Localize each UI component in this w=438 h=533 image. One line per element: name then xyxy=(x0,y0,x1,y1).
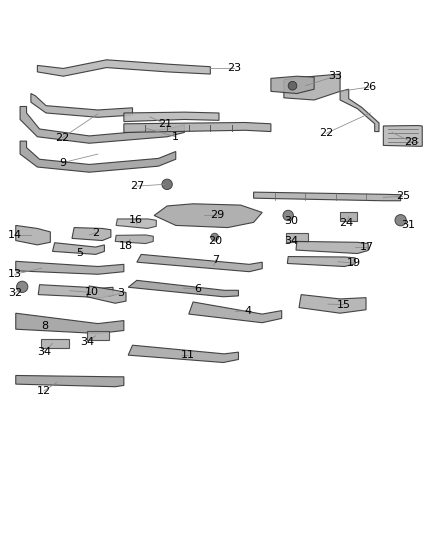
Polygon shape xyxy=(254,192,401,201)
Text: 25: 25 xyxy=(396,191,410,201)
Text: 13: 13 xyxy=(8,269,22,279)
Text: 12: 12 xyxy=(37,386,51,396)
Circle shape xyxy=(283,211,293,221)
Text: 27: 27 xyxy=(130,181,144,191)
Text: 34: 34 xyxy=(285,236,299,246)
Polygon shape xyxy=(20,141,176,172)
Polygon shape xyxy=(383,126,422,146)
Circle shape xyxy=(17,281,28,293)
Circle shape xyxy=(395,215,406,226)
Text: 4: 4 xyxy=(245,305,252,316)
Text: 31: 31 xyxy=(401,220,415,230)
Polygon shape xyxy=(124,123,271,132)
Text: 33: 33 xyxy=(328,71,342,81)
Polygon shape xyxy=(340,89,379,132)
Polygon shape xyxy=(284,74,340,100)
Text: 21: 21 xyxy=(158,119,172,129)
Text: 30: 30 xyxy=(285,216,299,225)
Polygon shape xyxy=(31,93,133,117)
Polygon shape xyxy=(87,286,126,303)
Bar xyxy=(87,331,109,341)
Polygon shape xyxy=(154,204,262,228)
Polygon shape xyxy=(128,280,238,297)
Polygon shape xyxy=(16,375,124,387)
Polygon shape xyxy=(124,112,219,122)
Polygon shape xyxy=(37,60,210,76)
Text: 1: 1 xyxy=(172,132,179,142)
Polygon shape xyxy=(116,219,156,229)
Polygon shape xyxy=(299,295,366,313)
Polygon shape xyxy=(115,235,153,244)
Text: 26: 26 xyxy=(362,82,377,92)
Text: 23: 23 xyxy=(227,63,241,74)
Text: 22: 22 xyxy=(319,128,333,138)
Polygon shape xyxy=(271,76,314,93)
Text: 8: 8 xyxy=(41,321,48,331)
Circle shape xyxy=(288,82,297,90)
Polygon shape xyxy=(16,225,50,245)
Text: 10: 10 xyxy=(85,287,99,297)
Polygon shape xyxy=(137,254,262,272)
Polygon shape xyxy=(128,345,238,362)
Text: 5: 5 xyxy=(76,248,83,257)
Bar xyxy=(286,233,307,243)
Circle shape xyxy=(211,233,219,241)
Bar xyxy=(41,338,69,348)
Text: 18: 18 xyxy=(119,241,133,251)
Text: 9: 9 xyxy=(59,158,66,168)
Circle shape xyxy=(162,179,172,190)
Text: 20: 20 xyxy=(208,237,223,246)
Text: 32: 32 xyxy=(8,288,22,298)
Text: 34: 34 xyxy=(80,337,94,347)
Text: 7: 7 xyxy=(212,255,219,265)
Text: 29: 29 xyxy=(211,211,225,221)
Text: 16: 16 xyxy=(129,215,143,225)
Text: 14: 14 xyxy=(8,230,22,240)
Polygon shape xyxy=(16,261,124,274)
Text: 2: 2 xyxy=(92,228,99,238)
Polygon shape xyxy=(53,243,104,254)
Text: 19: 19 xyxy=(347,258,361,268)
Bar xyxy=(340,213,357,221)
Text: 6: 6 xyxy=(195,284,202,294)
Text: 3: 3 xyxy=(117,288,124,298)
Polygon shape xyxy=(296,241,368,254)
Text: 11: 11 xyxy=(181,350,195,360)
Text: 24: 24 xyxy=(339,218,354,228)
Text: 28: 28 xyxy=(404,137,419,147)
Polygon shape xyxy=(20,107,184,143)
Text: 17: 17 xyxy=(360,242,374,252)
Text: 15: 15 xyxy=(336,300,350,310)
Polygon shape xyxy=(287,256,355,266)
Polygon shape xyxy=(72,228,111,240)
Polygon shape xyxy=(38,285,113,297)
Text: 34: 34 xyxy=(37,347,51,357)
Polygon shape xyxy=(16,313,124,334)
Polygon shape xyxy=(189,302,282,322)
Text: 22: 22 xyxy=(55,133,70,143)
